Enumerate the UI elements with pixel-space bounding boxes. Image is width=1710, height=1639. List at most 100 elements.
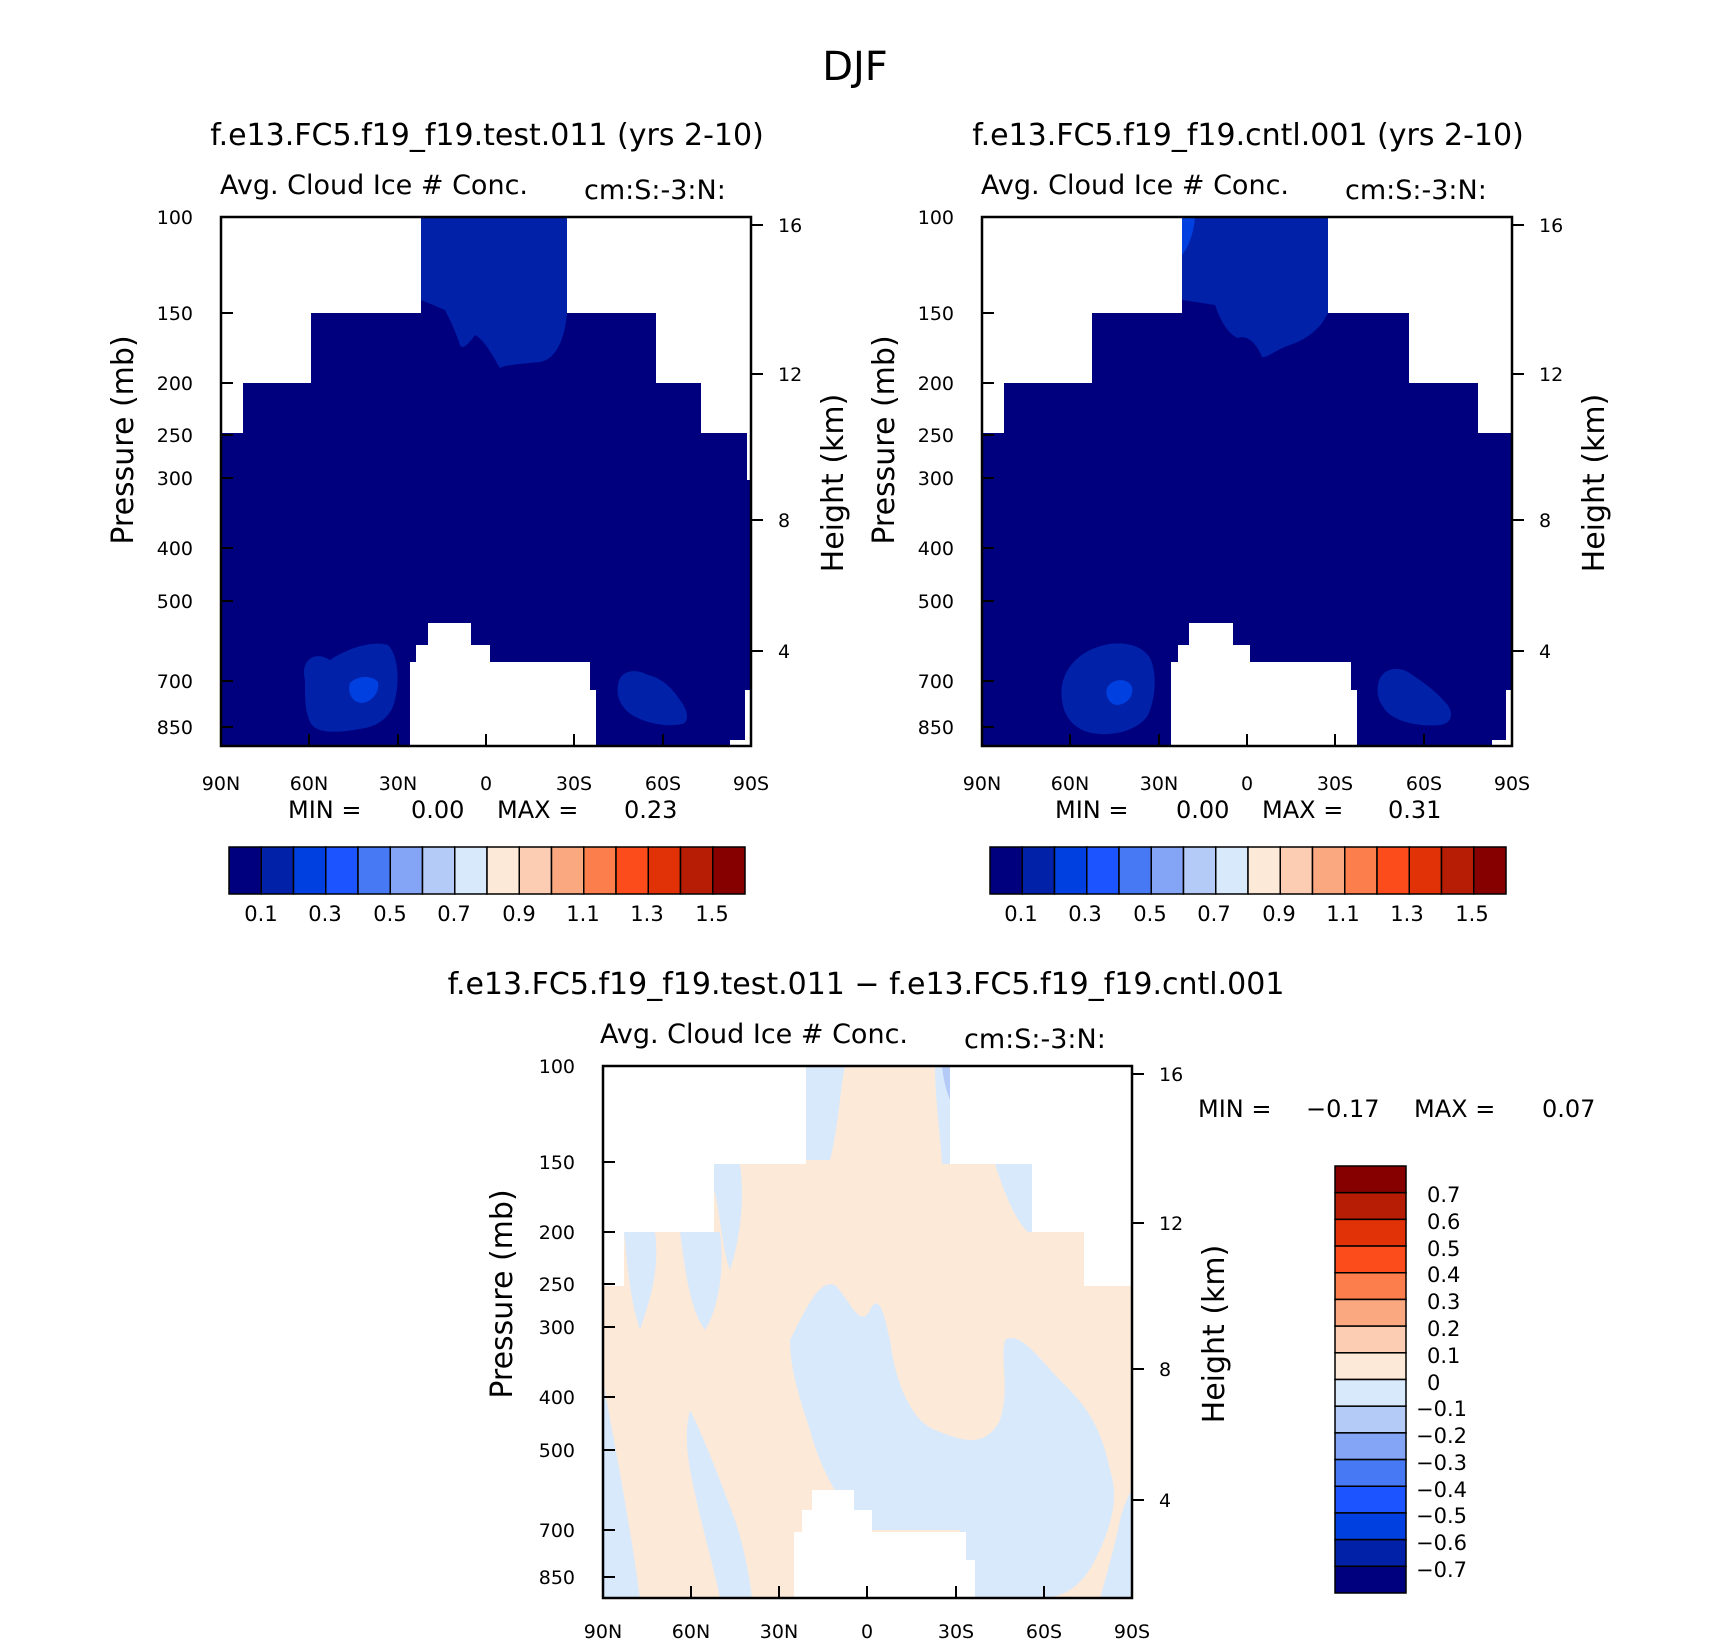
colorbar-label: −0.2: [1416, 1424, 1467, 1448]
colorbar-label: 0.5: [1133, 902, 1166, 926]
colorbar-label: 0.9: [1262, 902, 1295, 926]
colorbar-swatch: [1334, 1325, 1407, 1354]
panel-3-title: f.e13.FC5.f19_f19.test.011 − f.e13.FC5.f…: [448, 967, 1285, 1002]
colorbar-swatch: [1334, 1298, 1407, 1327]
colorbar-label: −0.5: [1416, 1504, 1467, 1528]
y-tick-label: 250: [157, 425, 193, 447]
panel-3-contour-negative: [686, 1410, 752, 1598]
panel-1-min-label: MIN =: [288, 796, 361, 824]
colorbar-label: 0.5: [1427, 1237, 1460, 1261]
colorbar-label: 1.1: [566, 902, 599, 926]
colorbar-swatch: [647, 846, 682, 895]
panel-1-plot-area: [219, 215, 753, 748]
colorbar-label: 0.1: [244, 902, 277, 926]
colorbar-label: 0.3: [1068, 902, 1101, 926]
colorbar-label: −0.1: [1416, 1397, 1467, 1421]
colorbar-label: 0.3: [308, 902, 341, 926]
panel-2-ylabel: Pressure (mb): [867, 335, 902, 544]
colorbar-swatch: [1408, 846, 1443, 895]
panel-2: f.e13.FC5.f19_f19.cntl.001 (yrs 2-10) Av…: [867, 118, 1612, 926]
colorbar-swatch: [1215, 846, 1249, 895]
colorbar-label: 0.6: [1427, 1210, 1460, 1234]
y-tick-label: 850: [539, 1567, 575, 1589]
panel-3-topography-mask: [794, 1490, 975, 1598]
panel-3-min-value: −0.17: [1306, 1095, 1380, 1123]
colorbar-swatch: [1086, 846, 1120, 895]
y-tick-label: 700: [918, 671, 954, 693]
colorbar-swatch: [1334, 1512, 1407, 1541]
y-tick-label: 500: [539, 1440, 575, 1462]
colorbar-swatch: [486, 846, 520, 895]
panel-2-contour-upper: [1182, 217, 1328, 358]
colorbar-swatch: [1376, 846, 1410, 895]
colorbar-swatch: [1182, 846, 1217, 895]
y-tick-label: 300: [539, 1317, 575, 1339]
y-tick-label: 200: [539, 1222, 575, 1244]
y-right-tick-label: 8: [1539, 510, 1551, 532]
panel-2-min-label: MIN =: [1055, 796, 1128, 824]
colorbar-swatch: [1053, 846, 1088, 895]
colorbar-label: −0.7: [1416, 1558, 1467, 1582]
colorbar-swatch: [421, 846, 456, 895]
colorbar-swatch: [1334, 1352, 1407, 1381]
panel-2-x-ticks: 90N 60N 30N 0 30S 60S 90S: [963, 734, 1530, 795]
panel-3-contour-negative: [603, 1380, 640, 1598]
x-tick-label: 0: [1241, 773, 1253, 795]
y-tick-label: 250: [539, 1274, 575, 1296]
y-tick-label: 400: [539, 1387, 575, 1409]
panel-2-contour-upper-fleck: [1182, 217, 1195, 255]
colorbar-swatch: [1334, 1245, 1407, 1274]
y-right-tick-label: 8: [1159, 1359, 1171, 1381]
panel-3-contour-negative: [680, 1232, 722, 1330]
panel-3-subtitle-right: cm:S:-3:N:: [964, 1024, 1106, 1055]
colorbar-swatch: [228, 846, 262, 895]
panel-1-subtitle-left: Avg. Cloud Ice # Conc.: [220, 170, 528, 201]
y-tick-label: 100: [539, 1056, 575, 1078]
panel-1-contour-blob-left-core: [349, 676, 379, 703]
colorbar-swatch: [1334, 1485, 1407, 1514]
panel-1-contour-upper: [421, 217, 567, 368]
y-tick-label: 100: [157, 207, 193, 229]
panel-2-title: f.e13.FC5.f19_f19.cntl.001 (yrs 2-10): [972, 118, 1524, 153]
y-right-tick-label: 12: [778, 364, 802, 386]
y-right-tick-label: 16: [1539, 215, 1563, 237]
panel-3-y-ticks: 100 150 200 250 300 400 500 700 850: [539, 1056, 615, 1589]
panel-1-subtitle-right: cm:S:-3:N:: [584, 175, 726, 206]
colorbar-swatch: [1334, 1165, 1407, 1194]
y-tick-label: 400: [157, 538, 193, 560]
colorbar-swatch: [1334, 1405, 1407, 1434]
colorbar-swatch: [1150, 846, 1185, 895]
colorbar-label: 0.9: [502, 902, 535, 926]
y-tick-label: 700: [157, 671, 193, 693]
panel-2-y-right-ticks: 16 12 8 4: [1512, 215, 1563, 663]
colorbar-swatch: [1334, 1538, 1407, 1568]
panel-2-max-value: 0.31: [1388, 796, 1441, 824]
y-tick-label: 150: [918, 303, 954, 325]
colorbar-label: −0.4: [1416, 1478, 1467, 1502]
x-tick-label: 90S: [1494, 773, 1530, 795]
y-right-tick-label: 12: [1539, 364, 1563, 386]
colorbar-label: 1.3: [1390, 902, 1423, 926]
x-tick-label: 90S: [1114, 1621, 1150, 1639]
y-right-tick-label: 4: [1539, 641, 1551, 663]
colorbar-label: 1.5: [695, 902, 728, 926]
panel-2-contour-blob-left-core: [1106, 680, 1133, 705]
panel-1-ylabel-right: Height (km): [816, 394, 851, 573]
colorbar-label: 0.7: [437, 902, 470, 926]
colorbar-swatch: [1344, 846, 1378, 895]
colorbar-swatch: [1021, 846, 1056, 895]
colorbar-label: 0.5: [373, 902, 406, 926]
panel-3-contour-negative: [624, 1232, 657, 1330]
y-tick-label: 200: [157, 373, 193, 395]
colorbar-label: 1.3: [630, 902, 663, 926]
panel-1-contour-blob-right: [617, 671, 688, 726]
x-tick-label: 30S: [556, 773, 592, 795]
panel-1-contour-base: [221, 217, 751, 746]
y-tick-label: 500: [918, 591, 954, 613]
colorbar-label: 0.1: [1427, 1344, 1460, 1368]
x-tick-label: 90N: [202, 773, 240, 795]
colorbar-swatch: [1334, 1272, 1407, 1301]
panel-1-colorbar-labels: 0.1 0.3 0.5 0.7 0.9 1.1 1.3 1.5: [244, 902, 728, 926]
colorbar-swatch: [989, 846, 1023, 895]
panel-3-max-label: MAX =: [1414, 1095, 1495, 1123]
